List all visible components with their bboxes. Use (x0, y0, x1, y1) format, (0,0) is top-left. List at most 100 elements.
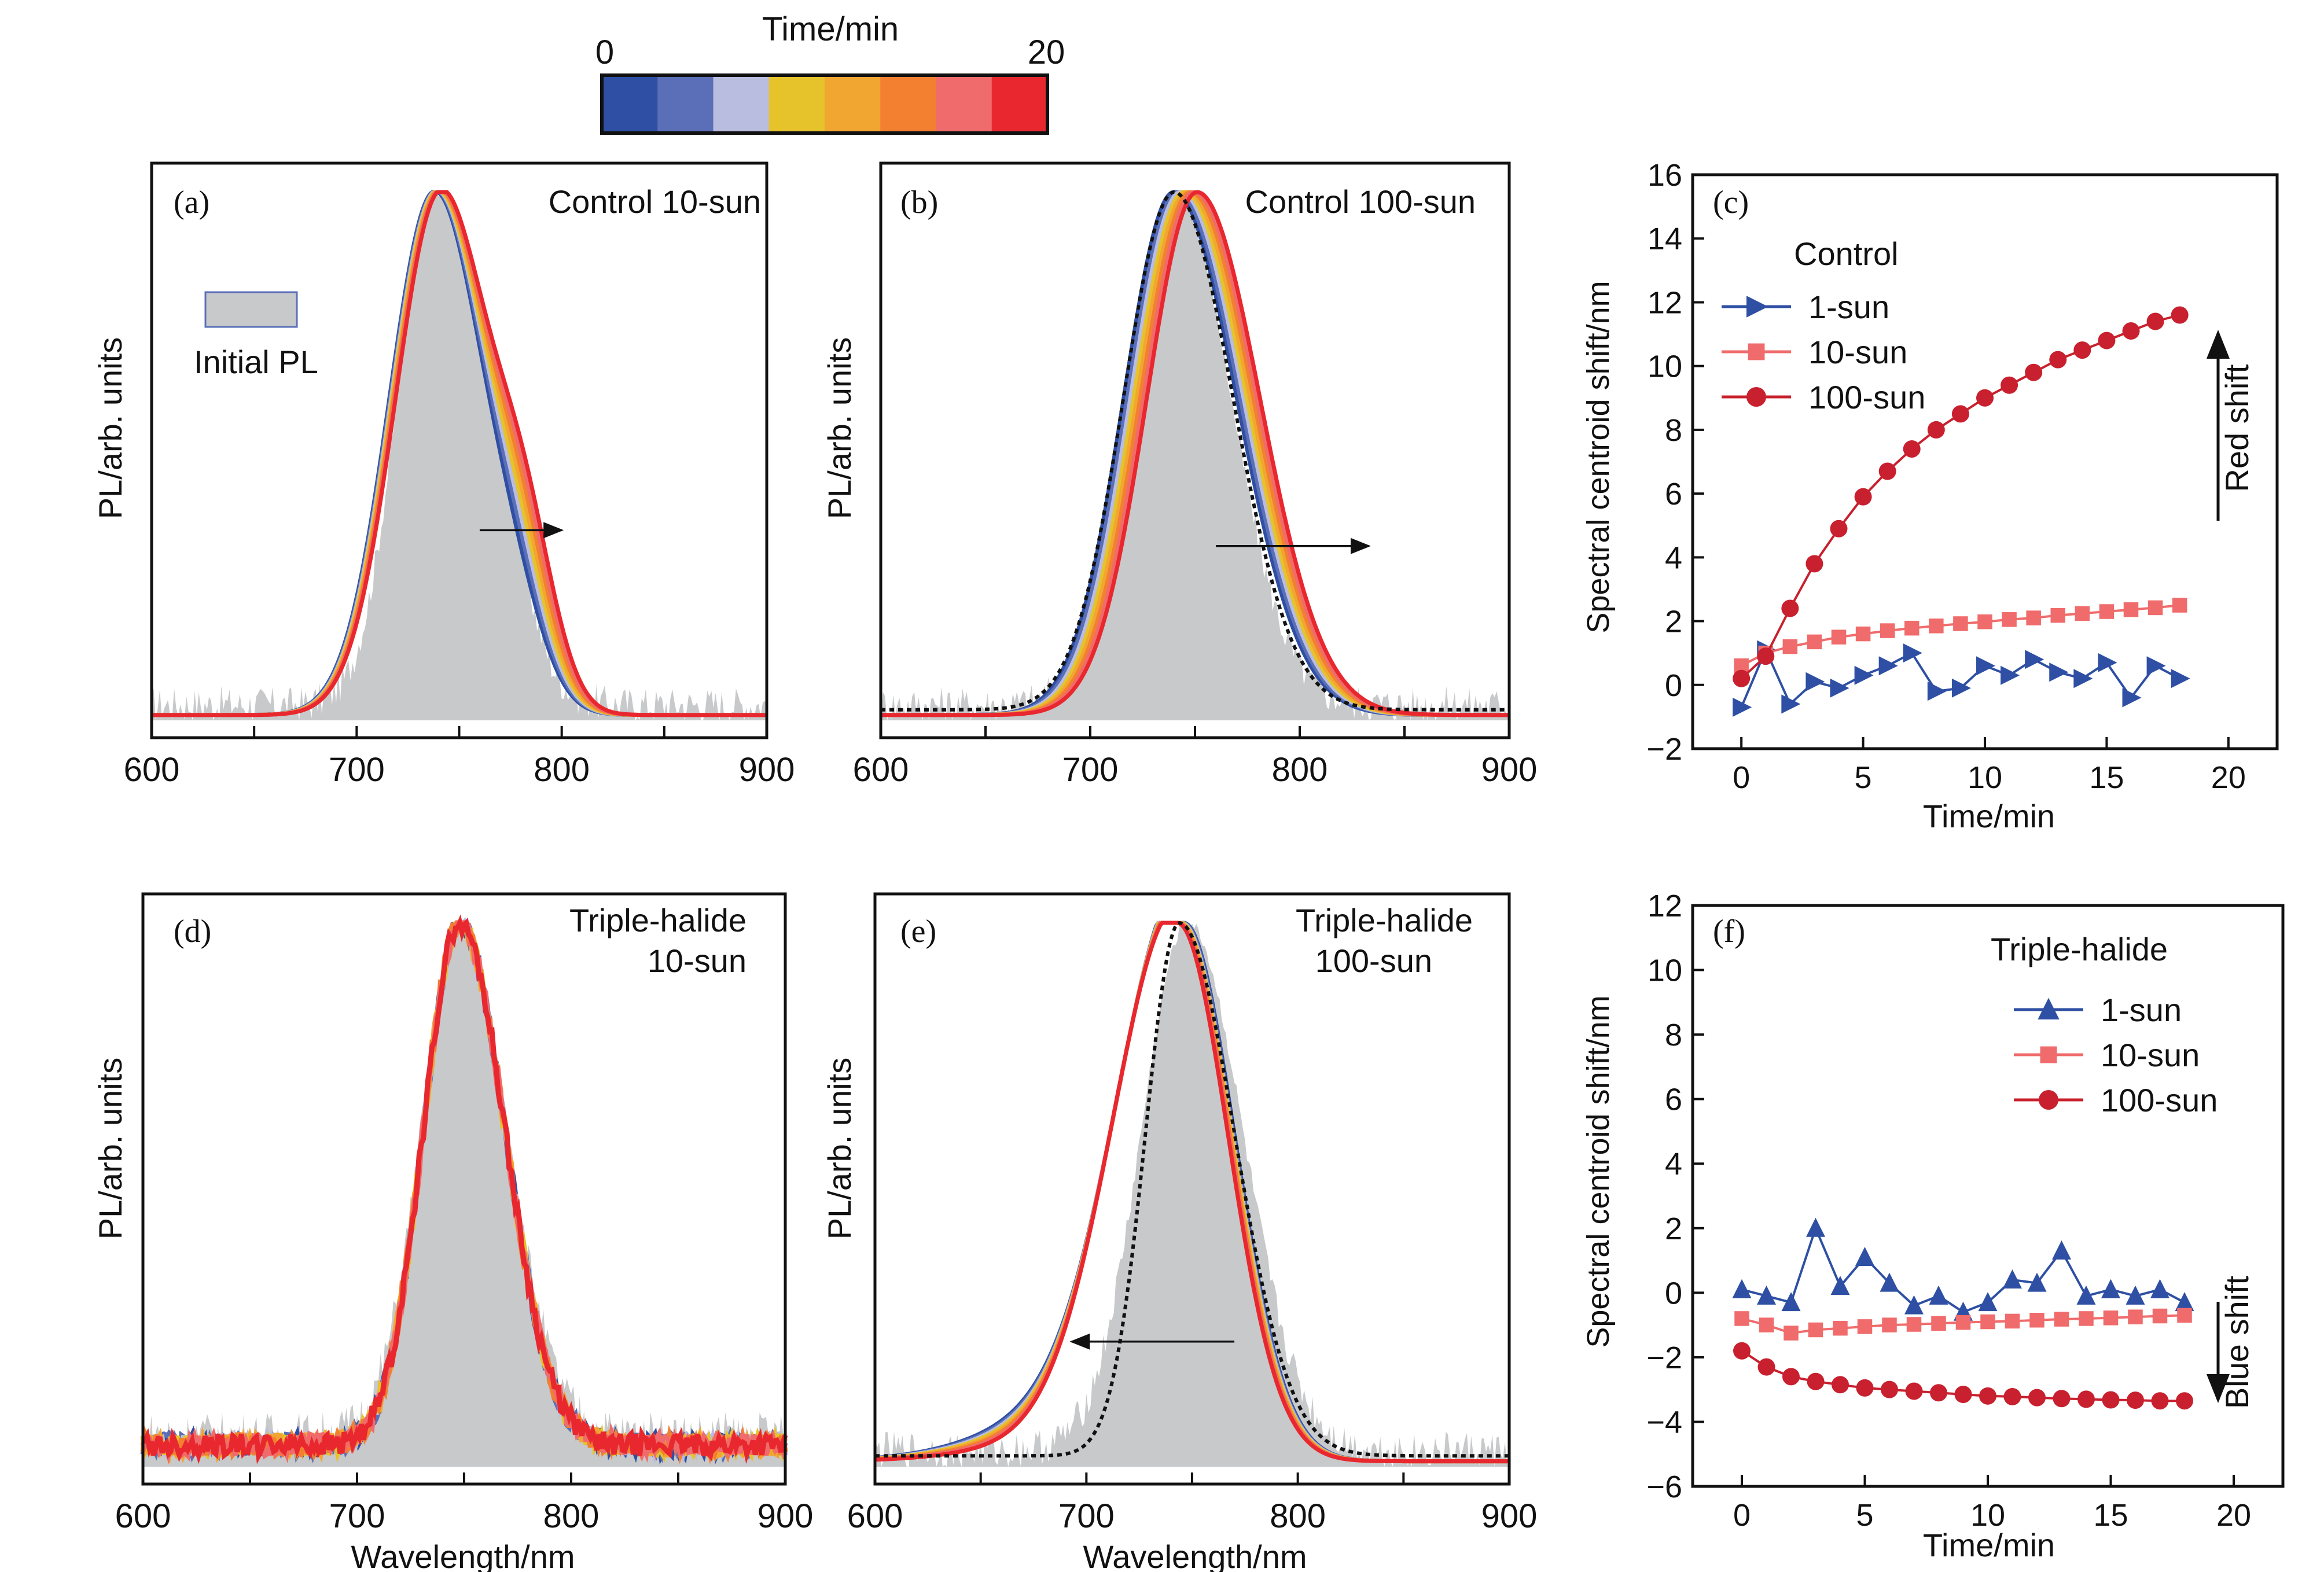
x-tick-label: 900 (757, 1497, 814, 1535)
legend-label: 10-sun (1808, 334, 1907, 370)
y-tick-label: 12 (1648, 889, 1682, 923)
panel-e-label: (e) (900, 914, 936, 949)
data-point (2075, 606, 2090, 621)
data-point (1881, 1380, 1898, 1398)
data-point (1734, 1311, 1749, 1326)
data-point (2172, 598, 2187, 613)
legend-label: 1-sun (1808, 289, 1889, 325)
panel-f-annotation: Blue shift (2219, 1275, 2255, 1409)
legend-label: 1-sun (2101, 992, 2182, 1028)
data-point (1855, 1246, 1874, 1266)
y-tick-label: 6 (1665, 477, 1682, 511)
data-point (2176, 1392, 2193, 1410)
data-point (1856, 1379, 1874, 1397)
x-tick-label: 0 (1733, 760, 1750, 795)
data-point (2177, 1308, 2192, 1323)
x-tick-label: 15 (2089, 760, 2124, 795)
x-tick-label: 15 (2093, 1498, 2128, 1533)
panel-d-ylabel: PL/arb. units (92, 1058, 128, 1239)
data-point (1757, 647, 1775, 665)
data-point (1759, 1317, 1774, 1332)
x-tick-label: 900 (739, 751, 795, 789)
data-point (2073, 669, 2093, 689)
panel-c-legend-title: Control (1794, 235, 1899, 272)
data-point (2102, 1391, 2120, 1409)
panel-d: PL/arb. units Wavelength/nm 600 700 800 900… (92, 892, 814, 1572)
data-point (1807, 1372, 1825, 1390)
data-point (2148, 600, 2163, 616)
data-point (1808, 1322, 1823, 1338)
data-point (1746, 296, 1768, 318)
panel-e-title-line2: 100-sun (1315, 943, 1432, 979)
data-point (2073, 341, 2091, 359)
data-point (1782, 1368, 1800, 1386)
x-tick-label: 700 (1062, 751, 1119, 789)
y-tick-label: 14 (1648, 222, 1682, 256)
y-tick-label: 0 (1665, 1276, 1682, 1310)
initial-pl-area (875, 923, 1509, 1467)
data-point (2002, 612, 2017, 627)
data-point (2122, 322, 2140, 340)
data-point (1781, 599, 1799, 617)
data-point (1781, 694, 1801, 714)
colorbar-title: Time/min (762, 10, 899, 48)
panel-e: PL/arb. units Wavelength/nm 600 700 800 900… (821, 892, 1537, 1572)
panel-c-annotation: Red shift (2219, 364, 2255, 492)
panel-f: (f) Triple-halide Spectral centroid shif… (1581, 889, 2285, 1563)
data-point (1878, 656, 1898, 676)
y-tick-label: 6 (1665, 1083, 1682, 1117)
colorbar-swatch (880, 75, 936, 133)
colorbar-swatch (825, 75, 881, 133)
x-tick-label: 5 (1856, 1498, 1873, 1533)
data-point (1748, 343, 1765, 360)
data-point (2025, 650, 2044, 669)
x-tick-label: 10 (1970, 1498, 2005, 1533)
data-point (2076, 1285, 2096, 1305)
x-tick-label: 700 (329, 1497, 385, 1535)
panel-e-ylabel: PL/arb. units (821, 1058, 858, 1239)
data-point (2128, 1309, 2143, 1324)
colorbar-max-label: 20 (1028, 34, 1065, 71)
data-point (1854, 665, 1874, 685)
panel-b-title: Control 100-sun (1245, 183, 1476, 220)
y-tick-label: −2 (1646, 1341, 1682, 1375)
data-point (1931, 1316, 1946, 1331)
y-tick-label: 4 (1665, 540, 1682, 575)
x-tick-label: 600 (115, 1497, 171, 1535)
data-point (1805, 672, 1825, 691)
data-point (2038, 997, 2060, 1019)
x-tick-label: 10 (1968, 760, 2002, 795)
data-point (2050, 608, 2065, 623)
data-point (1976, 656, 1995, 676)
y-tick-label: 8 (1665, 1018, 1682, 1052)
time-curve (152, 190, 767, 717)
data-point (1830, 678, 1849, 698)
initial-fit-dotted (875, 921, 1509, 1458)
data-point (2122, 688, 2142, 708)
data-point (2171, 306, 2189, 324)
initial-fit-dotted (881, 190, 1509, 712)
data-point (1951, 405, 1969, 423)
initial-pl-legend-label: Initial PL (194, 344, 318, 380)
data-point (1830, 520, 1848, 538)
panel-a-label: (a) (174, 185, 209, 220)
data-point (1831, 629, 1847, 645)
x-tick-label: 700 (329, 751, 385, 789)
x-tick-label: 800 (534, 751, 590, 789)
data-point (2098, 332, 2116, 349)
data-point (1906, 1317, 1922, 1332)
data-point (2049, 662, 2069, 682)
colorbar-swatch (657, 75, 714, 133)
panel-b-label: (b) (900, 185, 938, 220)
data-point (2151, 1392, 2169, 1410)
y-tick-label: 4 (1665, 1147, 1682, 1181)
colorbar-frame (600, 73, 1049, 135)
y-tick-label: 10 (1648, 349, 1682, 384)
data-point (1880, 623, 1895, 638)
data-point (2054, 1312, 2069, 1327)
data-point (1855, 626, 1871, 642)
data-point (1927, 421, 1945, 439)
panel-d-xlabel: Wavelength/nm (351, 1538, 575, 1572)
time-curve (141, 914, 788, 1464)
